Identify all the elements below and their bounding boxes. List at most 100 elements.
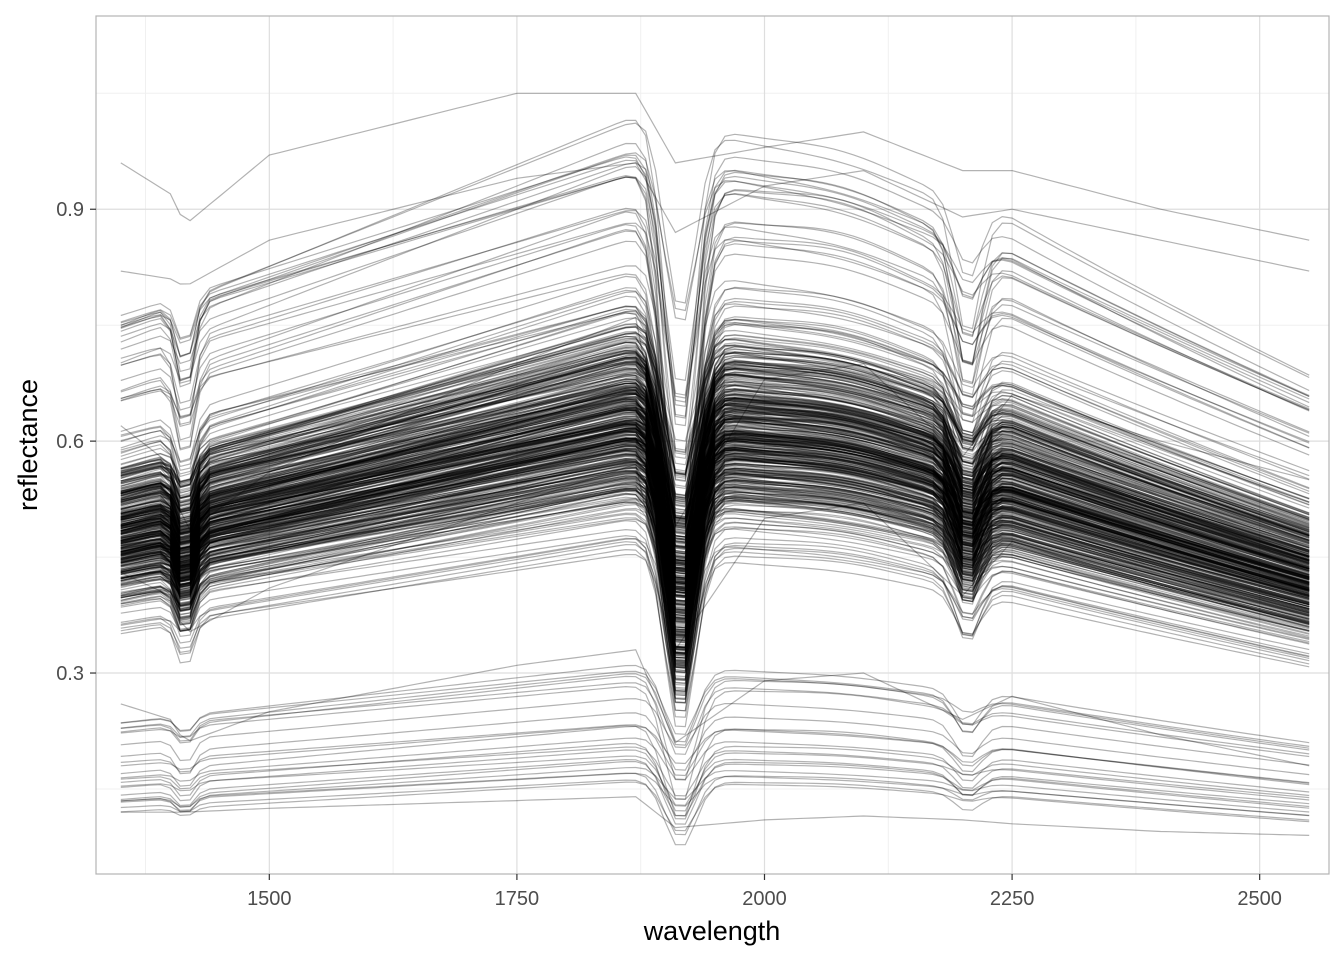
spectrum-line bbox=[120, 487, 1310, 623]
spectrum-line bbox=[120, 509, 1310, 639]
spectrum-line bbox=[120, 463, 1310, 621]
spectrum-line bbox=[120, 528, 1310, 692]
spectrum-line bbox=[120, 396, 1310, 562]
spectrum-line bbox=[120, 725, 1310, 787]
spectrum-line bbox=[120, 344, 1310, 562]
spectrum-line bbox=[120, 411, 1310, 664]
spectrum-line bbox=[120, 441, 1310, 592]
spectrum-line bbox=[120, 402, 1310, 566]
spectrum-line bbox=[120, 476, 1310, 616]
spectrum-line bbox=[120, 478, 1310, 691]
spectrum-line bbox=[120, 398, 1310, 649]
spectrum-line bbox=[120, 311, 1310, 504]
spectrum-line bbox=[120, 351, 1310, 532]
spectrum-line bbox=[120, 437, 1310, 589]
spectrum-line bbox=[120, 350, 1310, 612]
spectrum-line bbox=[120, 393, 1310, 562]
spectrum-line bbox=[120, 402, 1310, 611]
spectrum-line bbox=[120, 449, 1310, 686]
spectrum-line bbox=[120, 393, 1310, 561]
spectrum-line bbox=[120, 367, 1310, 541]
y-axis: 0.3 0.6 0.9 bbox=[56, 199, 96, 685]
panel-border bbox=[95, 15, 1330, 875]
spectrum-line bbox=[120, 446, 1310, 597]
spectrum-line bbox=[120, 377, 1310, 598]
spectrum-line bbox=[120, 447, 1310, 596]
spectrum-line bbox=[120, 489, 1310, 669]
spectrum-line bbox=[120, 501, 1310, 712]
spectrum-line bbox=[120, 406, 1310, 570]
spectrum-line bbox=[120, 379, 1310, 549]
spectrum-line bbox=[120, 404, 1310, 583]
spectrum-line bbox=[120, 360, 1310, 536]
spectrum-line bbox=[120, 447, 1310, 642]
spectrum-line bbox=[120, 356, 1310, 537]
spectrum-line bbox=[120, 501, 1310, 669]
spectrum-line bbox=[120, 360, 1310, 539]
spectrum-line bbox=[120, 479, 1310, 617]
spectrum-line bbox=[120, 350, 1310, 560]
spectrum-line bbox=[120, 467, 1310, 610]
spectrum-line bbox=[120, 369, 1310, 563]
spectrum-line bbox=[120, 393, 1310, 632]
spectrum-line bbox=[120, 419, 1310, 578]
spectrum-line bbox=[120, 312, 1310, 581]
spectrum-line bbox=[120, 428, 1310, 609]
spectrum-line bbox=[120, 407, 1310, 579]
spectrum-line bbox=[120, 457, 1310, 603]
spectrum-line bbox=[120, 122, 1310, 379]
spectrum-line bbox=[120, 450, 1310, 667]
spectrum-line bbox=[120, 503, 1310, 635]
spectrum-line bbox=[120, 420, 1310, 649]
x-tick-label: 1500 bbox=[247, 888, 292, 910]
spectrum-line bbox=[120, 543, 1310, 673]
spectrum-line bbox=[120, 295, 1310, 590]
spectrum-line bbox=[120, 455, 1310, 651]
spectrum-line bbox=[120, 476, 1310, 620]
spectrum-line bbox=[120, 489, 1310, 654]
spectrum-line bbox=[120, 477, 1310, 617]
spectrum-line bbox=[120, 433, 1310, 654]
spectrum-line bbox=[120, 492, 1310, 701]
spectrum-line bbox=[120, 489, 1310, 662]
spectrum-line bbox=[120, 380, 1310, 617]
spectrum-line bbox=[120, 493, 1310, 636]
spectrum-line bbox=[120, 360, 1310, 537]
spectrum-line bbox=[120, 467, 1310, 610]
spectrum-line bbox=[120, 513, 1310, 665]
spectrum-line bbox=[120, 426, 1310, 584]
spectrum-line bbox=[120, 423, 1310, 580]
spectrum-line bbox=[120, 382, 1310, 552]
spectrum-line bbox=[120, 755, 1310, 806]
spectrum-line bbox=[120, 475, 1310, 654]
spectrum-line bbox=[120, 439, 1310, 599]
spectrum-line bbox=[120, 352, 1310, 594]
spectrum-line bbox=[120, 512, 1310, 649]
spectrum-line bbox=[120, 387, 1310, 579]
spectrum-line bbox=[120, 385, 1310, 585]
spectrum-line bbox=[120, 428, 1310, 584]
spectrum-line bbox=[120, 424, 1310, 662]
spectrum-line bbox=[120, 428, 1310, 590]
spectrum-line bbox=[120, 364, 1310, 562]
spectrum-line bbox=[120, 428, 1310, 587]
spectrum-line bbox=[120, 430, 1310, 606]
spectrum-line bbox=[120, 382, 1310, 567]
spectrum-line bbox=[120, 406, 1310, 570]
spectrum-line bbox=[120, 749, 1310, 812]
spectrum-line bbox=[120, 406, 1310, 568]
spectrum-line bbox=[120, 419, 1310, 588]
spectrum-line bbox=[120, 434, 1310, 588]
spectrum-line bbox=[120, 472, 1310, 644]
spectrum-line bbox=[120, 356, 1310, 578]
spectrum-line bbox=[120, 470, 1310, 612]
spectrum-line bbox=[120, 457, 1310, 603]
spectrum-line bbox=[120, 498, 1310, 632]
spectrum-line bbox=[120, 345, 1310, 569]
spectrum-line bbox=[120, 517, 1310, 643]
spectrum-line bbox=[120, 449, 1310, 655]
spectrum-line bbox=[120, 341, 1310, 541]
spectrum-line bbox=[120, 454, 1310, 604]
spectrum-line bbox=[120, 400, 1310, 603]
spectrum-line bbox=[120, 350, 1310, 586]
